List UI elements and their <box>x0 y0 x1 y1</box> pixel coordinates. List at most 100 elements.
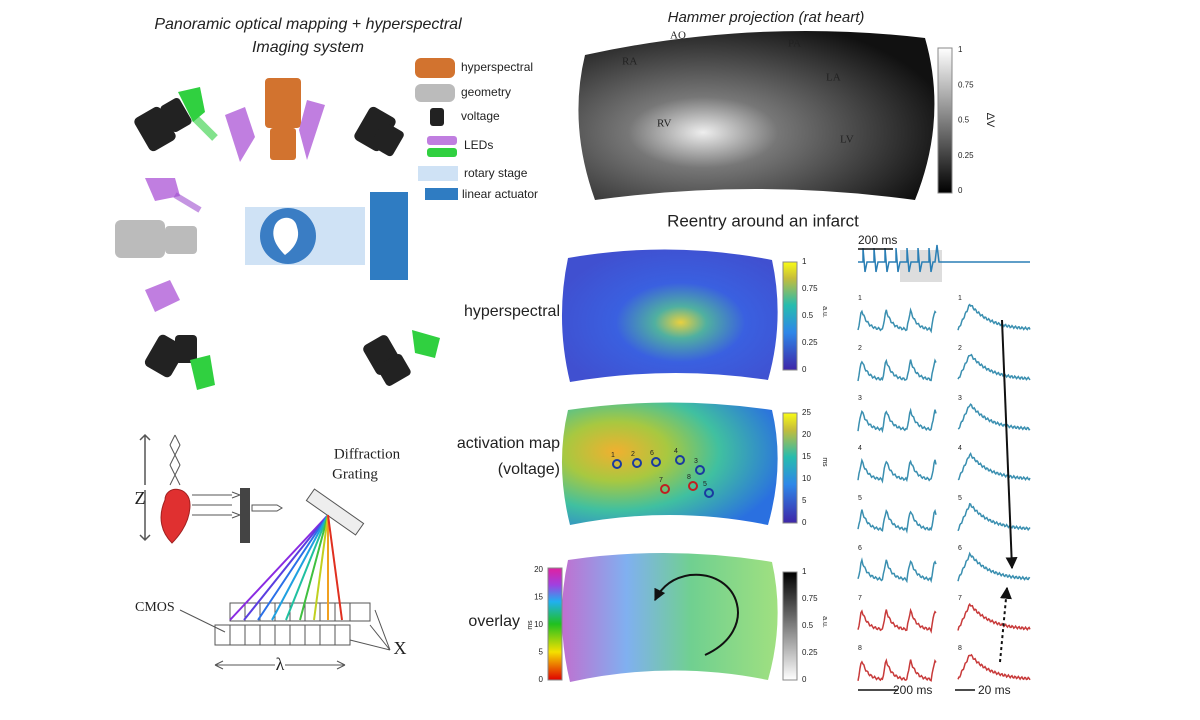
region-label: LA <box>826 72 841 84</box>
trace-number: 7 <box>858 595 862 602</box>
trace-number: 2 <box>958 345 962 352</box>
reentry-arrow <box>654 573 739 656</box>
colorbar-tick-label: 10 <box>534 620 543 629</box>
site-marker <box>704 488 714 498</box>
propagation-arrow <box>999 586 1012 663</box>
legend-label: hyperspectral <box>461 60 533 74</box>
trace-number: 2 <box>858 345 862 352</box>
trace-number: 6 <box>958 545 962 552</box>
axis-label: λ <box>276 654 285 674</box>
site-marker <box>675 455 685 465</box>
colorbar <box>937 47 953 194</box>
colorbar <box>782 412 798 524</box>
colorbar-tick-label: 0.25 <box>802 338 818 347</box>
legend-label: LEDs <box>464 138 493 152</box>
trace <box>957 502 1031 532</box>
colorbar-tick-label: 0.25 <box>958 151 974 160</box>
colorbar-tick-label: 0.75 <box>802 284 818 293</box>
colorbar-tick-label: 0 <box>802 365 807 374</box>
panel-label: activation map <box>457 435 560 452</box>
colorbar-tick-label: 10 <box>802 474 811 483</box>
colorbar-unit: ms <box>527 620 534 630</box>
trace <box>857 407 937 434</box>
colorbar-unit: a.u. <box>821 616 828 628</box>
optics-drawing <box>139 433 391 670</box>
trace <box>957 353 1031 381</box>
region-label: LV <box>840 134 854 146</box>
scale-label: 20 ms <box>978 683 1011 697</box>
colorbar-unit: ms <box>821 457 828 467</box>
region-label: RA <box>622 56 637 68</box>
region-label: RV <box>657 118 671 130</box>
site-marker <box>651 457 661 467</box>
scale-label: 200 ms <box>858 233 897 247</box>
colorbar-tick-label: 1 <box>958 45 963 54</box>
panel-label: overlay <box>468 613 520 630</box>
site-marker <box>612 459 622 469</box>
activation-map <box>561 402 778 525</box>
site-number: 3 <box>694 458 698 465</box>
ray <box>327 514 343 621</box>
setup-title: Panoramic optical mapping + hyperspectra… <box>154 16 462 33</box>
reentry-title: Reentry around an infarct <box>667 211 859 230</box>
trace-number: 4 <box>958 445 962 452</box>
spectral-rays <box>229 514 343 621</box>
legend-label: voltage <box>461 109 500 123</box>
ray <box>243 514 329 621</box>
panel-label: (voltage) <box>498 461 560 478</box>
colorbar <box>782 571 798 681</box>
trace-number: 8 <box>958 645 962 652</box>
colorbar-unit: a.u. <box>821 306 828 318</box>
colorbar-tick-label: 0.5 <box>802 621 814 630</box>
trace-number: 5 <box>958 495 962 502</box>
colorbar-tick-label: 25 <box>802 408 811 417</box>
hammer-map <box>578 30 935 201</box>
axis-label: X <box>394 638 407 658</box>
trace <box>957 303 1031 331</box>
colorbar-tick-label: 0 <box>539 675 544 684</box>
trace <box>858 244 1030 273</box>
setup-legend <box>415 58 458 200</box>
colorbar-tick-label: 1 <box>802 257 807 266</box>
legend-label: rotary stage <box>464 166 528 180</box>
colorbar-tick-label: 15 <box>534 593 543 602</box>
trace <box>857 607 937 634</box>
trace <box>857 508 937 534</box>
legend-label: geometry <box>461 85 511 99</box>
trace <box>957 653 1031 681</box>
propagation-arrow <box>1001 319 1018 570</box>
grating-label: Diffraction <box>334 446 401 462</box>
trace <box>857 658 937 682</box>
colorbar-tick-label: 5 <box>539 648 544 657</box>
trace-number: 1 <box>958 295 962 302</box>
site-number: 5 <box>703 481 707 488</box>
grating-label: Grating <box>332 466 378 482</box>
trace-number: 1 <box>858 295 862 302</box>
trace-number: 6 <box>858 545 862 552</box>
site-number: 6 <box>650 450 654 457</box>
trace <box>957 602 1031 632</box>
site-marker <box>660 484 670 494</box>
hyperspectral-map <box>561 249 778 382</box>
trace-number: 3 <box>858 395 862 402</box>
colorbar-tick-label: 0.5 <box>958 116 970 125</box>
ray <box>313 514 329 621</box>
sensor-label: CMOS <box>135 600 175 615</box>
trace <box>857 457 937 484</box>
colorbar <box>782 261 798 371</box>
trace <box>957 451 1031 481</box>
trace <box>857 358 937 382</box>
panel-label: hyperspectral <box>464 303 560 320</box>
trace <box>857 307 937 334</box>
colorbar-tick-label: 20 <box>534 565 543 574</box>
trace-number: 7 <box>958 595 962 602</box>
setup-title: Imaging system <box>252 39 364 56</box>
ray <box>257 514 329 621</box>
region-label: PA <box>788 38 801 50</box>
ray <box>299 514 329 621</box>
colorbar-tick-label: 0 <box>958 186 963 195</box>
site-number: 7 <box>659 477 663 484</box>
site-marker <box>695 465 705 475</box>
colorbar-tick-label: 0.75 <box>802 594 818 603</box>
